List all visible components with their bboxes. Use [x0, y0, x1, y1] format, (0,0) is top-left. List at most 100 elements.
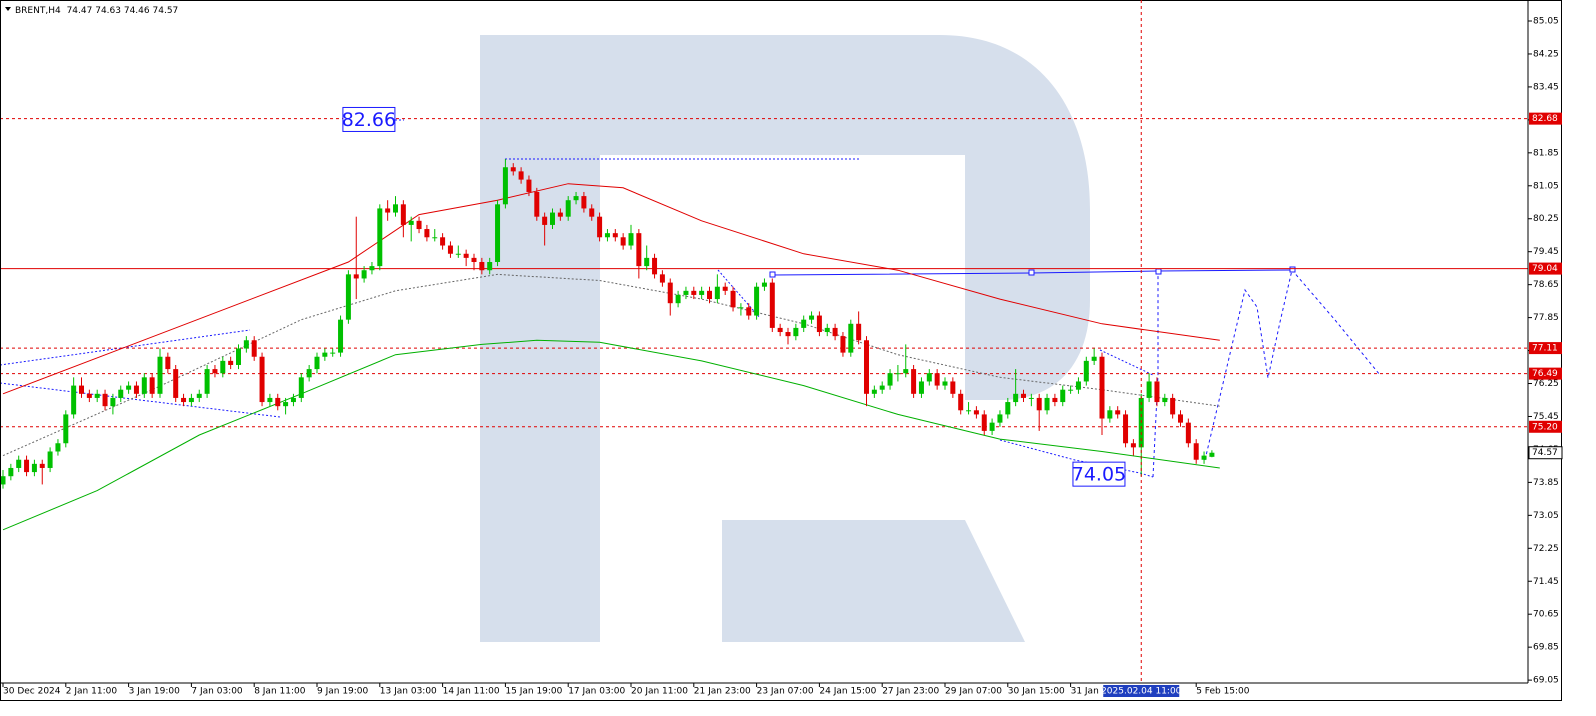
candle-body — [989, 422, 995, 431]
candle-body — [1013, 393, 1019, 403]
x-tick-label: 21 Jan 23:00 — [694, 687, 751, 697]
candle-body — [518, 171, 524, 180]
candle-body — [550, 212, 555, 225]
x-tick-label: 31 Jan 23:00 — [1071, 687, 1128, 697]
candle-body — [1005, 402, 1011, 415]
candle-body — [1021, 393, 1026, 398]
y-tick-label: 73.85 — [1533, 478, 1559, 488]
last-price-label: 74.57 — [1532, 448, 1558, 458]
y-tick-label: 84.25 — [1533, 49, 1559, 59]
candle-body — [589, 208, 595, 217]
candle-body — [973, 410, 979, 415]
watermark — [722, 520, 1025, 642]
candle-body — [181, 397, 187, 403]
candle-body — [714, 286, 720, 300]
candle-body — [1193, 443, 1199, 460]
candle-body — [243, 340, 249, 349]
candle-body — [1075, 381, 1081, 390]
y-tick-label: 81.05 — [1533, 181, 1559, 191]
candle-body — [730, 290, 736, 308]
candle-body — [793, 327, 799, 337]
candle-body — [1099, 356, 1105, 419]
candle-body — [1115, 410, 1121, 415]
x-tick-label: 13 Jan 03:00 — [380, 687, 437, 697]
x-tick-label: 14 Jan 11:00 — [443, 687, 500, 697]
candle-body — [79, 385, 84, 394]
price-level-label: 79.04 — [1532, 264, 1558, 274]
candle-body — [479, 261, 485, 271]
candle-body — [424, 229, 430, 238]
candle-body — [400, 204, 406, 225]
target-line — [772, 269, 1293, 276]
x-tick-label: 20 Jan 11:00 — [631, 687, 688, 697]
candle-body — [322, 352, 328, 357]
candle-body — [769, 282, 775, 328]
candle-body — [94, 393, 100, 398]
candle-body — [39, 463, 45, 468]
close: 74.57 — [153, 6, 179, 16]
x-tick-label: 2 Jan 11:00 — [66, 687, 118, 697]
y-tick-label: 73.05 — [1533, 511, 1559, 521]
candle-body — [86, 393, 92, 398]
candle-body — [196, 393, 202, 398]
candle-body — [141, 377, 147, 394]
candle-body — [612, 233, 618, 238]
candle-body — [393, 204, 398, 213]
price-level-tag — [1529, 112, 1562, 125]
candle-body — [212, 369, 218, 374]
price-level-label: 82.68 — [1532, 114, 1558, 124]
annotation-box — [342, 106, 396, 132]
x-tick-label: 9 Jan 19:00 — [317, 687, 369, 697]
candle-body — [848, 323, 854, 353]
plot — [0, 118, 1528, 531]
y-tick-label: 70.65 — [1533, 610, 1559, 620]
candle-body — [1209, 452, 1215, 457]
anchor — [769, 271, 776, 278]
x-tick-label: 3 Jan 19:00 — [129, 687, 181, 697]
high: 74.63 — [95, 6, 121, 16]
trendline — [1099, 349, 1154, 376]
candle-body — [628, 233, 634, 246]
y-tick-label: 75.45 — [1533, 412, 1559, 422]
candle-body — [1052, 397, 1058, 403]
candle-body — [361, 270, 367, 279]
candle-body — [683, 290, 689, 295]
candle-body — [447, 245, 453, 254]
candle-body — [958, 393, 964, 411]
price-level-tag — [1529, 367, 1562, 380]
candle-body — [204, 369, 210, 394]
candle-body — [926, 373, 932, 382]
drawings — [0, 119, 1381, 478]
y-tick-label: 69.85 — [1533, 643, 1559, 653]
annotation-label: 74.05 — [1072, 464, 1126, 486]
open: 74.47 — [67, 6, 93, 16]
candle-body — [824, 327, 830, 333]
candle-body — [675, 294, 681, 304]
candle-body — [432, 237, 438, 239]
candle-body — [895, 373, 901, 375]
candle-body — [1091, 356, 1097, 361]
candle-body — [636, 233, 642, 267]
candle-body — [738, 307, 744, 309]
candle-body — [1107, 410, 1113, 419]
candle-body — [966, 410, 972, 412]
candle-body — [118, 389, 124, 398]
x-tick-label: 29 Jan 07:00 — [945, 687, 1002, 697]
trendline — [0, 382, 281, 418]
candle-body — [314, 356, 320, 370]
candle-body — [761, 282, 767, 287]
candle-body — [1036, 397, 1042, 411]
candle-body — [471, 257, 477, 262]
candle-body — [149, 377, 155, 394]
candle-body — [652, 257, 658, 275]
candle-body — [353, 274, 359, 279]
candle-body — [604, 233, 610, 238]
candle-body — [1154, 381, 1160, 403]
candle-body — [510, 167, 516, 172]
candle-body — [707, 290, 712, 300]
candle-body — [754, 286, 760, 316]
candle-body — [369, 266, 375, 271]
trendline — [717, 269, 761, 319]
y-tick-label: 78.65 — [1533, 280, 1559, 290]
